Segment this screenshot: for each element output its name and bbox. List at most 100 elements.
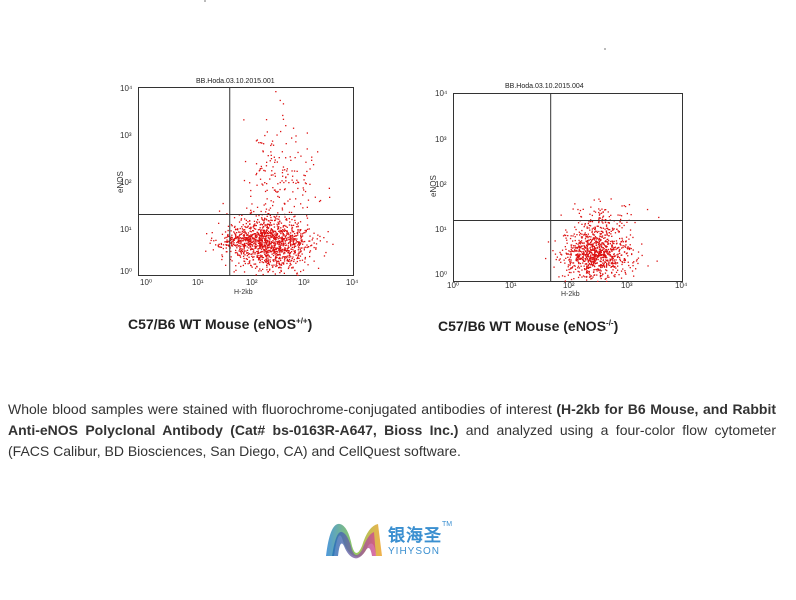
data-point	[257, 219, 259, 221]
data-point	[565, 252, 567, 254]
data-point	[590, 278, 592, 280]
data-point	[615, 271, 618, 273]
data-point	[271, 233, 273, 235]
data-point	[274, 239, 277, 241]
data-point	[230, 239, 232, 241]
data-point	[578, 242, 580, 244]
data-point	[274, 237, 276, 239]
data-point	[609, 264, 611, 267]
data-point	[558, 259, 560, 261]
data-point	[279, 245, 281, 247]
data-point	[235, 269, 237, 271]
data-point	[272, 259, 274, 261]
data-point	[305, 161, 307, 163]
data-point	[622, 241, 624, 243]
data-point	[286, 248, 288, 250]
data-point	[612, 228, 614, 231]
data-point	[623, 259, 625, 261]
data-point	[269, 207, 272, 209]
data-point	[564, 262, 566, 264]
data-point	[238, 238, 241, 240]
data-point	[292, 181, 294, 184]
logo-icon	[326, 523, 382, 559]
data-point	[268, 213, 270, 215]
data-point	[598, 241, 600, 243]
data-point	[596, 268, 598, 271]
data-point	[261, 258, 263, 260]
data-point	[266, 232, 269, 234]
data-point	[605, 266, 608, 268]
data-point	[289, 254, 291, 256]
data-point	[250, 209, 252, 211]
data-point	[297, 246, 300, 248]
data-point	[253, 224, 255, 226]
data-point	[578, 256, 581, 258]
data-point	[218, 222, 220, 224]
data-point	[598, 239, 600, 241]
data-point	[230, 256, 232, 258]
data-point	[611, 246, 613, 248]
data-point	[278, 230, 280, 232]
data-point	[260, 231, 262, 233]
data-point	[266, 269, 268, 271]
data-point	[271, 249, 273, 251]
data-point	[589, 238, 592, 241]
data-point	[295, 182, 297, 184]
data-point	[288, 224, 291, 226]
data-point	[284, 244, 286, 247]
data-point	[573, 271, 575, 273]
data-point	[625, 244, 627, 246]
data-point	[275, 264, 277, 266]
data-point	[279, 258, 281, 260]
y-tick-label: 10¹	[435, 225, 447, 234]
data-point	[618, 230, 620, 233]
data-point	[589, 225, 592, 227]
data-point	[306, 170, 308, 173]
data-point	[566, 253, 569, 255]
data-point	[247, 232, 250, 234]
data-point	[603, 252, 606, 254]
data-point	[259, 247, 261, 249]
data-point	[237, 240, 239, 243]
data-point	[607, 259, 609, 261]
data-point	[288, 256, 290, 258]
data-point	[257, 251, 259, 253]
data-point	[280, 238, 282, 240]
data-point	[269, 224, 271, 226]
data-point	[309, 235, 311, 237]
data-point	[610, 233, 612, 235]
data-point	[595, 254, 597, 256]
data-point	[583, 244, 585, 247]
data-point	[592, 258, 594, 260]
data-point	[273, 237, 275, 240]
data-point	[286, 219, 288, 221]
data-point	[565, 248, 567, 250]
data-point	[266, 264, 268, 266]
data-point	[252, 253, 254, 255]
data-point	[594, 236, 597, 238]
data-point	[584, 263, 586, 265]
data-point	[301, 247, 303, 249]
data-point	[304, 232, 306, 234]
data-point	[281, 151, 283, 153]
data-point	[260, 223, 262, 225]
data-point	[576, 250, 578, 252]
data-point	[633, 261, 635, 263]
data-point	[258, 248, 260, 250]
data-point	[625, 273, 627, 275]
data-point	[583, 251, 585, 253]
data-point	[593, 210, 595, 212]
data-point	[264, 240, 266, 242]
data-point	[279, 247, 281, 249]
data-point	[600, 277, 602, 280]
data-point	[620, 241, 622, 243]
data-point	[258, 257, 260, 259]
data-point	[301, 259, 304, 261]
data-point	[241, 228, 244, 230]
data-point	[267, 246, 269, 248]
data-point	[221, 254, 223, 256]
data-point	[270, 236, 272, 239]
data-point	[258, 234, 261, 236]
data-point	[243, 179, 246, 182]
data-point	[244, 230, 246, 233]
